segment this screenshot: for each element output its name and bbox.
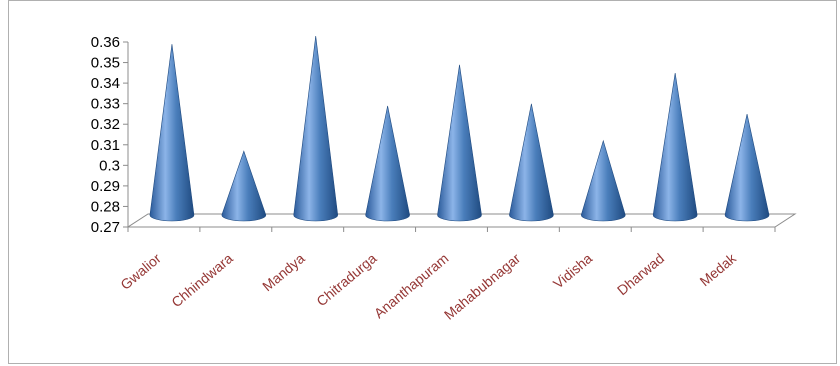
- x-tick-label: Mahabubnagar: [441, 250, 524, 323]
- x-tick-label: Chhindwara: [168, 250, 236, 310]
- y-tick-label: 0.32: [91, 116, 120, 133]
- cone-body: [652, 72, 698, 222]
- cone-body: [724, 114, 770, 222]
- cone-bar: [652, 72, 698, 222]
- cone-layer: [149, 35, 770, 222]
- y-tick-label: 0.33: [91, 96, 120, 113]
- cone-bar: [221, 150, 267, 222]
- x-tick-label: Chitradurga: [313, 250, 379, 309]
- cone-body: [293, 35, 339, 222]
- x-tick-label: Gwalior: [117, 250, 164, 293]
- x-tick-label: Ananthapuram: [371, 250, 452, 321]
- x-tick-label: Vidisha: [550, 250, 595, 292]
- y-tick-label: 0.35: [91, 55, 120, 72]
- y-tick-label: 0.27: [91, 219, 120, 236]
- y-tick-label: 0.36: [91, 34, 120, 51]
- cone-body: [365, 105, 410, 222]
- y-tick-label: 0.28: [91, 198, 120, 215]
- cone-bar: [293, 35, 339, 222]
- cone-bar: [437, 64, 482, 222]
- cone-body: [437, 64, 482, 222]
- x-tick-label: Dharwad: [614, 250, 667, 298]
- y-tick-label: 0.34: [91, 75, 120, 92]
- cone-bar: [365, 105, 410, 222]
- y-tick-label: 0.31: [91, 137, 120, 154]
- cone-body: [221, 150, 267, 222]
- axis-layer: [123, 41, 797, 232]
- cone-bar: [509, 103, 554, 222]
- cone-body: [509, 103, 554, 222]
- cone-body: [580, 139, 626, 222]
- cone-bar: [149, 44, 195, 222]
- cone-bar: [724, 114, 770, 222]
- cone-body: [149, 44, 195, 222]
- y-tick-label: 0.3: [99, 157, 120, 174]
- x-tick-label: Mandya: [259, 250, 308, 294]
- y-tick-label: 0.29: [91, 178, 120, 195]
- cone-bar: [580, 139, 626, 222]
- x-tick-label: Medak: [697, 249, 740, 289]
- chart-frame: [8, 0, 837, 364]
